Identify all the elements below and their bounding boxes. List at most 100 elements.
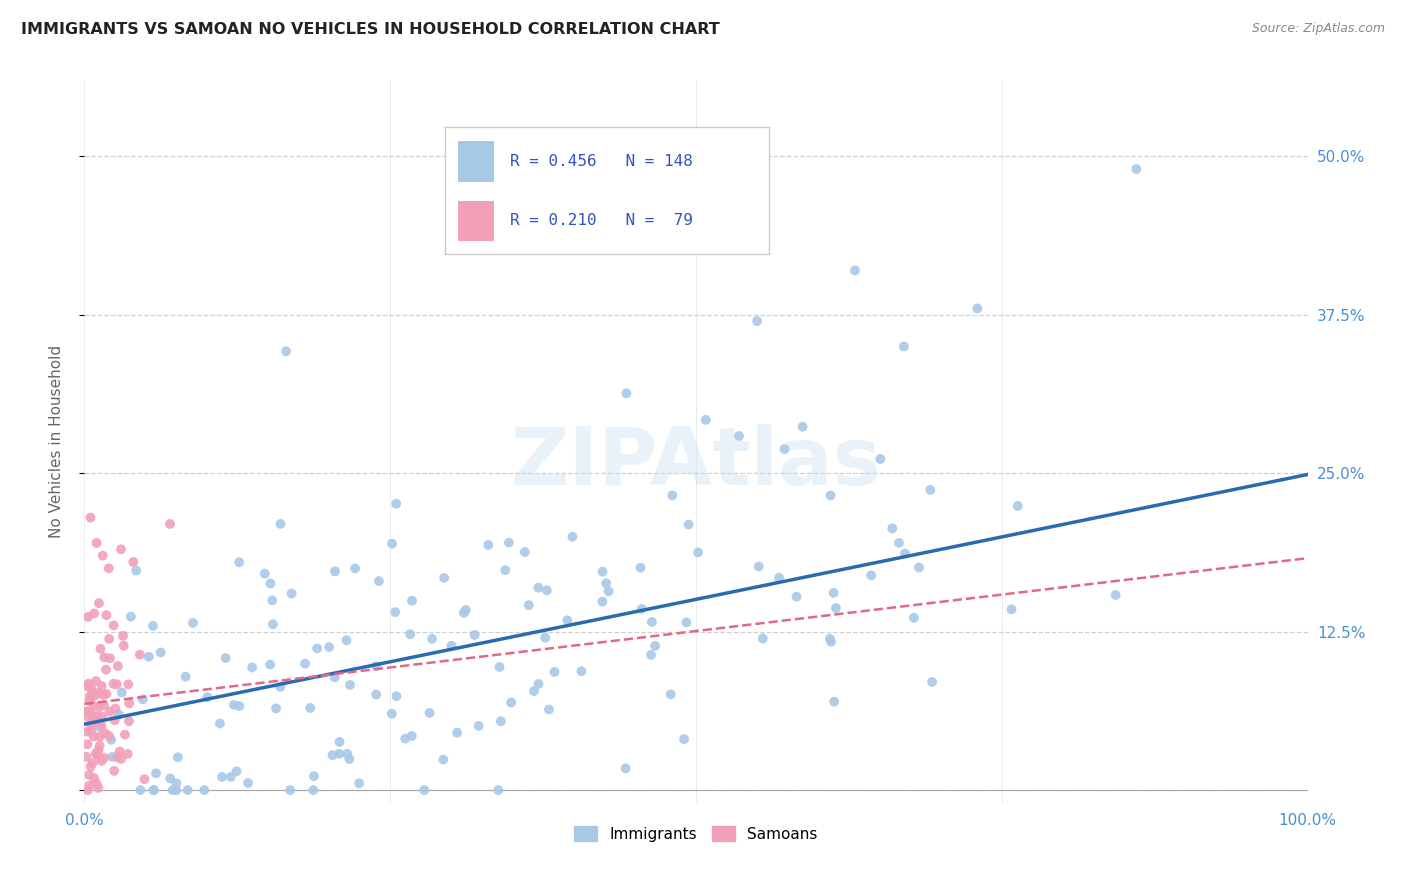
Point: [557, 613, 579, 627]
Point: [181, 615, 204, 630]
Point: [747, 314, 769, 328]
Point: [103, 677, 125, 691]
Point: [93, 688, 115, 702]
Point: [262, 617, 284, 632]
Point: [264, 701, 287, 715]
Point: [111, 685, 134, 699]
Point: [236, 776, 259, 790]
Point: [527, 677, 550, 691]
Point: [318, 640, 340, 654]
Point: [120, 609, 142, 624]
Point: [728, 429, 751, 443]
Point: [96, 608, 118, 623]
Point: [105, 677, 128, 691]
Point: [401, 729, 423, 743]
Point: [454, 603, 477, 617]
Point: [262, 593, 284, 607]
Point: [142, 783, 165, 797]
Point: [80, 718, 103, 732]
Point: [125, 564, 148, 578]
Point: [432, 753, 454, 767]
Point: [920, 483, 942, 497]
Point: [122, 555, 145, 569]
Point: [80, 716, 103, 731]
Point: [302, 783, 325, 797]
Point: [76, 705, 98, 719]
Point: [820, 488, 842, 502]
Point: [165, 783, 187, 797]
Point: [94, 726, 117, 740]
Point: [401, 593, 423, 607]
Point: [89, 739, 111, 753]
Point: [77, 676, 100, 690]
Point: [294, 657, 316, 671]
Point: [82, 685, 104, 699]
Point: [592, 565, 614, 579]
Point: [82, 756, 104, 771]
Point: [105, 750, 128, 764]
Point: [84, 673, 107, 688]
Point: [79, 510, 101, 524]
Point: [823, 586, 845, 600]
Point: [79, 692, 101, 706]
Point: [537, 702, 560, 716]
Point: [860, 568, 883, 582]
Point: [366, 688, 388, 702]
Point: [76, 737, 98, 751]
Point: [659, 687, 682, 701]
Point: [818, 632, 841, 646]
Y-axis label: No Vehicles in Household: No Vehicles in Household: [49, 345, 63, 538]
Point: [1125, 161, 1147, 176]
Point: [501, 695, 523, 709]
Point: [420, 632, 443, 646]
Point: [101, 750, 124, 764]
Point: [108, 707, 131, 722]
Point: [118, 714, 141, 728]
Point: [307, 641, 329, 656]
Point: [132, 692, 155, 706]
Point: [193, 783, 215, 797]
Point: [96, 687, 118, 701]
Point: [77, 779, 100, 793]
Point: [87, 743, 110, 757]
Point: [328, 735, 350, 749]
Point: [98, 632, 121, 646]
Point: [77, 710, 100, 724]
Point: [208, 716, 231, 731]
Point: [536, 583, 558, 598]
Point: [399, 627, 422, 641]
Point: [598, 584, 620, 599]
Point: [176, 783, 198, 797]
Point: [259, 576, 281, 591]
Point: [84, 714, 107, 729]
Point: [90, 754, 112, 768]
Text: Source: ZipAtlas.com: Source: ZipAtlas.com: [1251, 22, 1385, 36]
Point: [675, 615, 697, 630]
Point: [494, 563, 516, 577]
Point: [644, 639, 666, 653]
Point: [87, 596, 110, 610]
Point: [86, 713, 108, 727]
Point: [908, 560, 931, 574]
Point: [335, 633, 357, 648]
Point: [98, 729, 121, 743]
Point: [280, 586, 302, 600]
Point: [89, 641, 111, 656]
Point: [543, 665, 565, 679]
Point: [381, 536, 404, 550]
Point: [89, 700, 111, 714]
Point: [616, 386, 638, 401]
Point: [97, 561, 120, 575]
Point: [385, 497, 408, 511]
Point: [489, 714, 512, 729]
Point: [77, 768, 100, 782]
Point: [686, 545, 709, 559]
Point: [159, 516, 181, 531]
Point: [302, 769, 325, 783]
Point: [86, 746, 108, 760]
Point: [111, 629, 134, 643]
Point: [82, 698, 104, 713]
Point: [630, 602, 652, 616]
Point: [76, 610, 98, 624]
Point: [83, 607, 105, 621]
